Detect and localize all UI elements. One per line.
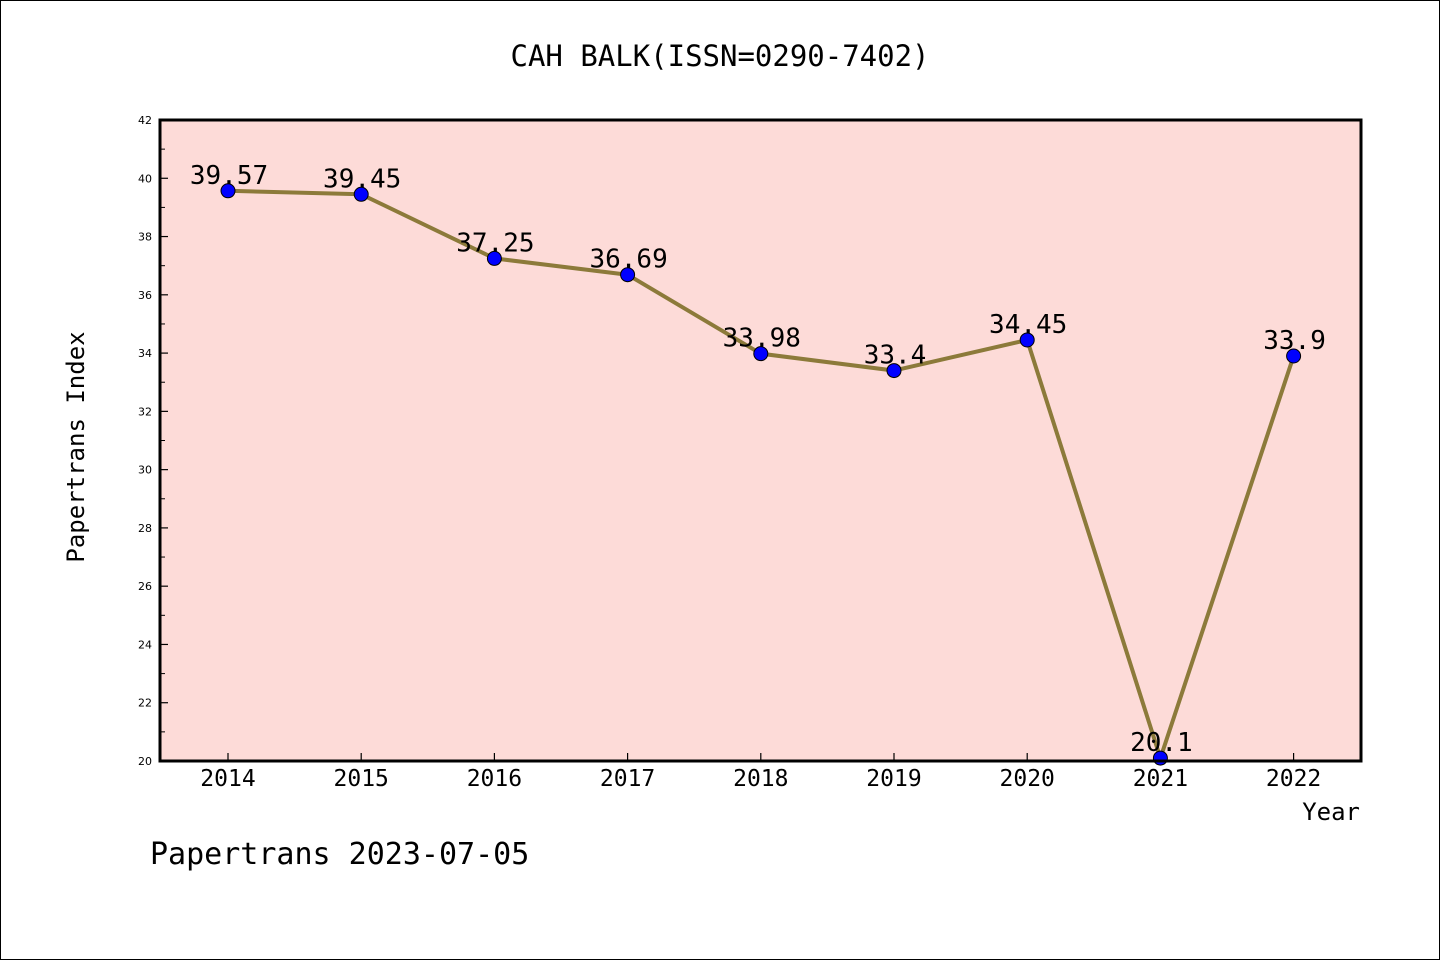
plot-area <box>160 120 1361 761</box>
x-tick-label: 2016 <box>467 766 522 792</box>
data-point <box>1019 332 1035 348</box>
plot-border <box>158 118 1363 763</box>
data-point <box>753 346 769 362</box>
series-line <box>220 183 1302 766</box>
data-label: 37.25 <box>456 228 534 258</box>
x-tick-label: 2021 <box>1133 766 1188 792</box>
y-tick-label: 24 <box>138 638 152 651</box>
data-label: 39.57 <box>190 161 268 191</box>
y-tick-label: 26 <box>138 580 152 593</box>
x-tick-label: 2022 <box>1266 766 1321 792</box>
y-tick-label: 22 <box>138 697 152 710</box>
data-labels: 39.57 39.45 37.25 36.69 33.98 33.4 34.45 20.1 33… <box>190 161 1326 758</box>
y-tick-label: 32 <box>138 405 152 418</box>
data-label: 33.98 <box>723 324 801 354</box>
data-point <box>620 267 636 283</box>
x-axis: 2014 2015 2016 2017 2018 2019 2020 2021 2022 <box>200 753 1321 792</box>
footer-text: Papertrans 2023-07-05 <box>150 837 529 872</box>
y-tick-label: 28 <box>138 522 152 535</box>
x-tick-label: 2018 <box>733 766 788 792</box>
x-tick-label: 2014 <box>200 766 255 792</box>
x-axis-label: Year <box>1302 798 1360 826</box>
data-point <box>353 186 369 202</box>
data-point <box>220 183 236 199</box>
x-tick-label: 2015 <box>334 766 389 792</box>
data-label: 34.45 <box>989 310 1067 340</box>
y-tick-label: 42 <box>138 114 152 127</box>
y-tick-label: 34 <box>138 347 152 360</box>
data-label: 33.9 <box>1263 326 1326 356</box>
data-point <box>886 363 902 379</box>
y-tick-label: 36 <box>138 289 152 302</box>
x-tick-label: 2020 <box>1000 766 1055 792</box>
y-axis-label: Papertrans Index <box>62 331 90 562</box>
data-point <box>486 250 502 266</box>
y-tick-label: 20 <box>138 755 152 768</box>
y-tick-label: 30 <box>138 464 152 477</box>
data-label: 36.69 <box>589 245 667 275</box>
x-tick-label: 2019 <box>866 766 921 792</box>
data-label: 39.45 <box>323 164 401 194</box>
x-tick-label: 2017 <box>600 766 655 792</box>
y-tick-label: 38 <box>138 231 152 244</box>
chart-title: CAH BALK(ISSN=0290-7402) <box>510 39 929 73</box>
data-point <box>1286 348 1302 364</box>
data-label: 33.4 <box>864 341 927 371</box>
data-label: 20.1 <box>1130 728 1193 758</box>
y-tick-label: 40 <box>138 172 152 185</box>
